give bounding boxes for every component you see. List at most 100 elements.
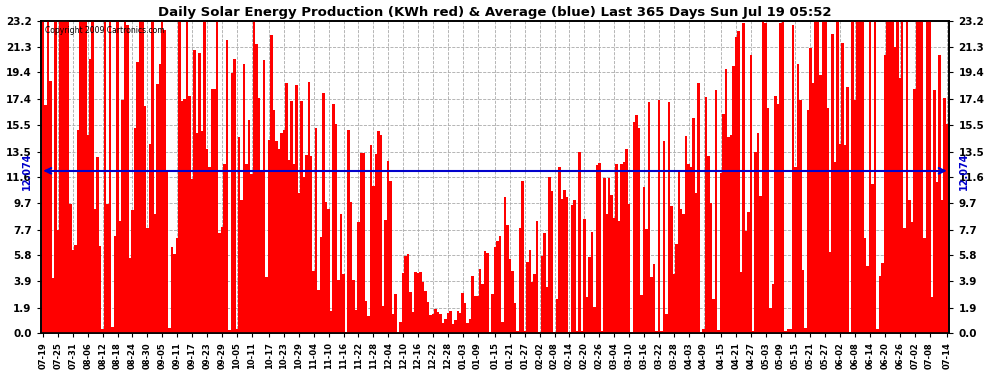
Bar — [153, 214, 156, 333]
Bar — [313, 271, 315, 333]
Bar — [345, 332, 347, 333]
Bar — [757, 133, 759, 333]
Bar — [104, 4, 106, 333]
Bar — [904, 228, 906, 333]
Bar — [176, 238, 178, 333]
Bar — [509, 260, 511, 333]
Bar — [203, 4, 206, 333]
Bar — [534, 274, 536, 333]
Bar — [84, 4, 86, 333]
Bar — [571, 205, 573, 333]
Bar — [191, 179, 193, 333]
Bar — [603, 178, 606, 333]
Bar — [389, 181, 392, 333]
Bar — [593, 308, 596, 333]
Bar — [660, 332, 662, 333]
Bar — [608, 178, 611, 333]
Bar — [288, 160, 290, 333]
Bar — [243, 64, 246, 333]
Bar — [320, 237, 323, 333]
Bar — [496, 241, 499, 333]
Bar — [652, 264, 655, 333]
Bar — [469, 319, 471, 333]
Bar — [598, 163, 601, 333]
Bar — [89, 58, 91, 333]
Bar — [298, 194, 300, 333]
Bar — [283, 130, 285, 333]
Bar — [223, 164, 226, 333]
Bar — [926, 4, 929, 333]
Bar — [909, 200, 911, 333]
Bar — [494, 247, 496, 333]
Bar — [794, 167, 797, 333]
Bar — [606, 214, 608, 333]
Bar — [134, 129, 137, 333]
Bar — [613, 218, 616, 333]
Bar — [101, 329, 104, 333]
Bar — [514, 303, 516, 333]
Bar — [265, 278, 267, 333]
Bar — [807, 110, 809, 333]
Bar — [491, 294, 494, 333]
Bar — [163, 30, 166, 333]
Text: Copyright 2009 Cartronics.com: Copyright 2009 Cartronics.com — [46, 26, 164, 35]
Bar — [151, 4, 153, 333]
Bar — [260, 171, 262, 333]
Bar — [747, 211, 749, 333]
Bar — [446, 314, 449, 333]
Bar — [919, 4, 921, 333]
Bar — [419, 272, 422, 333]
Bar — [310, 156, 313, 333]
Bar — [435, 309, 437, 333]
Bar — [412, 312, 414, 333]
Bar — [647, 102, 650, 333]
Bar — [328, 209, 330, 333]
Bar — [198, 53, 201, 333]
Bar — [504, 197, 506, 333]
Bar — [774, 96, 777, 333]
Bar — [425, 291, 427, 333]
Bar — [486, 254, 489, 333]
Bar — [623, 162, 626, 333]
Bar — [539, 332, 541, 333]
Bar — [47, 15, 50, 333]
Bar — [226, 40, 228, 333]
Bar — [61, 4, 64, 333]
Bar — [397, 332, 399, 333]
Bar — [931, 297, 934, 333]
Bar — [285, 82, 288, 333]
Bar — [621, 164, 623, 333]
Bar — [536, 221, 539, 333]
Bar — [158, 64, 161, 333]
Bar — [257, 98, 260, 333]
Bar — [846, 87, 848, 333]
Bar — [330, 311, 333, 333]
Bar — [812, 83, 814, 333]
Bar — [147, 228, 148, 333]
Bar — [255, 44, 257, 333]
Bar — [695, 194, 697, 333]
Bar — [278, 149, 280, 333]
Bar — [86, 135, 89, 333]
Bar — [754, 152, 757, 333]
Bar — [374, 154, 377, 333]
Bar — [449, 311, 451, 333]
Bar — [213, 89, 216, 333]
Bar — [466, 323, 469, 333]
Bar — [626, 148, 628, 333]
Bar — [216, 10, 218, 333]
Bar — [650, 277, 652, 333]
Bar — [106, 204, 109, 333]
Bar — [814, 4, 817, 333]
Bar — [670, 206, 672, 333]
Bar — [769, 308, 772, 333]
Text: 12.074: 12.074 — [22, 152, 32, 190]
Bar — [233, 59, 236, 333]
Bar — [685, 136, 687, 333]
Bar — [181, 101, 183, 333]
Bar — [611, 195, 613, 333]
Bar — [655, 332, 657, 333]
Bar — [305, 155, 308, 333]
Bar — [45, 105, 47, 333]
Bar — [231, 74, 233, 333]
